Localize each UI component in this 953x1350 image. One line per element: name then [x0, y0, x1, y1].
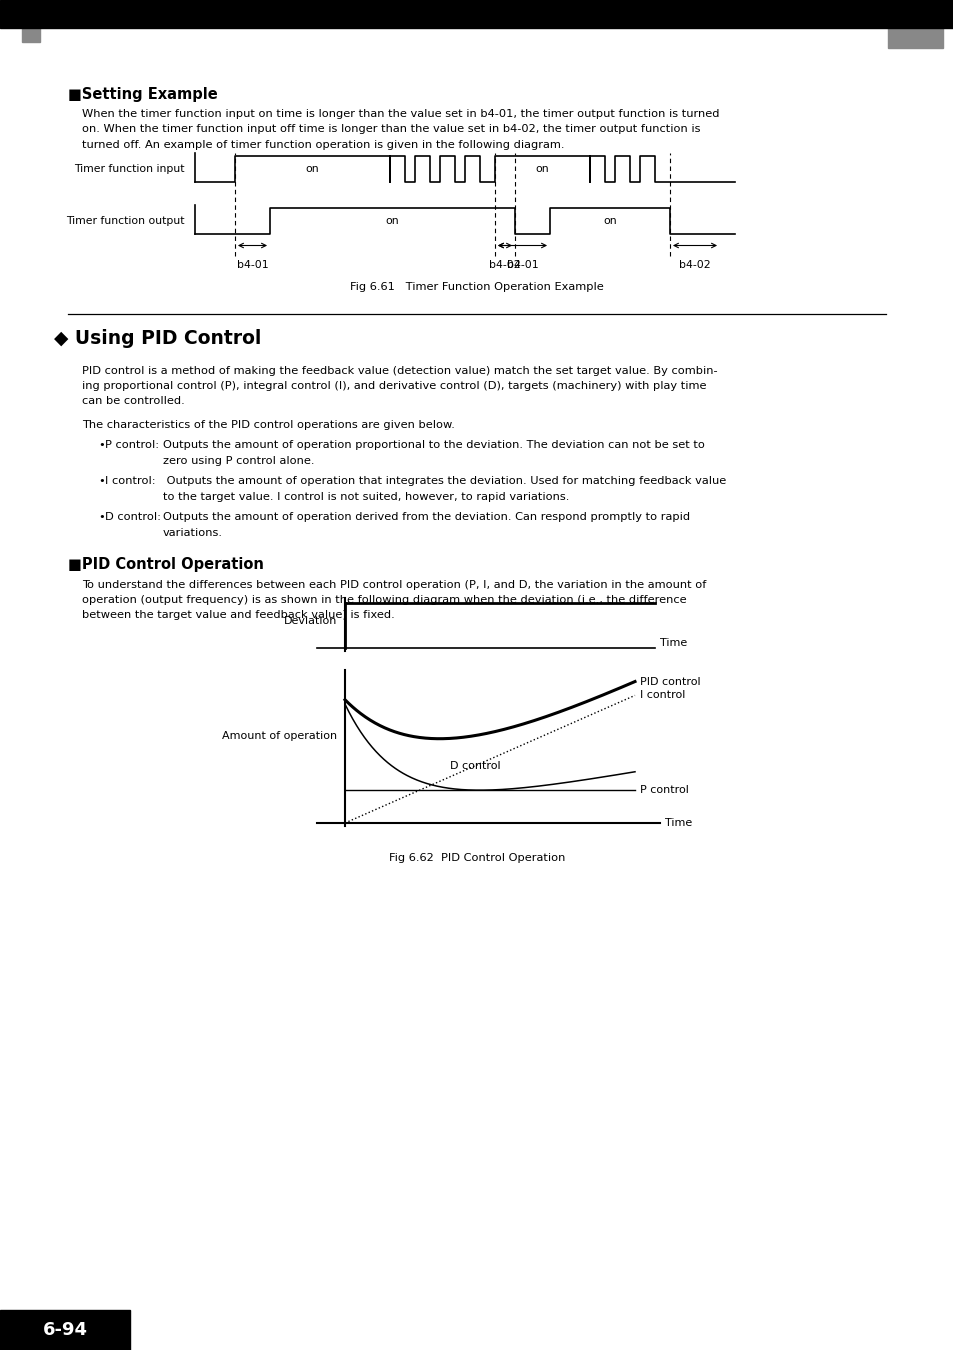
Text: P control: P control — [639, 784, 688, 795]
Text: Amount of operation: Amount of operation — [222, 730, 336, 741]
Text: variations.: variations. — [163, 528, 223, 539]
Text: PID control: PID control — [639, 676, 700, 687]
Text: on: on — [305, 163, 319, 174]
Text: P control:: P control: — [105, 440, 159, 451]
Text: PID control is a method of making the feedback value (detection value) match the: PID control is a method of making the fe… — [82, 366, 717, 375]
Text: to the target value. I control is not suited, however, to rapid variations.: to the target value. I control is not su… — [163, 491, 569, 502]
Text: b4-02: b4-02 — [489, 259, 520, 270]
Text: •: • — [98, 513, 105, 522]
Text: ing proportional control (P), integral control (I), and derivative control (D), : ing proportional control (P), integral c… — [82, 381, 706, 392]
Text: b4-02: b4-02 — [679, 259, 710, 270]
Text: Time: Time — [664, 818, 692, 828]
Text: Outputs the amount of operation proportional to the deviation. The deviation can: Outputs the amount of operation proporti… — [163, 440, 704, 451]
Text: Fig 6.61   Timer Function Operation Example: Fig 6.61 Timer Function Operation Exampl… — [350, 282, 603, 292]
Bar — [22, 16, 40, 42]
Text: D control: D control — [450, 761, 500, 771]
Text: Timer function output: Timer function output — [67, 216, 185, 225]
Text: zero using P control alone.: zero using P control alone. — [163, 456, 314, 466]
Text: Outputs the amount of operation derived from the deviation. Can respond promptly: Outputs the amount of operation derived … — [163, 513, 689, 522]
Bar — [0, 0, 953, 28]
Bar — [0, 1310, 130, 1350]
Text: Deviation: Deviation — [283, 616, 336, 626]
Text: ◆ Using PID Control: ◆ Using PID Control — [54, 329, 261, 348]
Text: •: • — [98, 440, 105, 451]
Text: on: on — [602, 216, 617, 225]
Text: I control: I control — [639, 690, 684, 701]
Text: turned off. An example of timer function operation is given in the following dia: turned off. An example of timer function… — [82, 140, 564, 150]
Text: 6-94: 6-94 — [43, 1322, 88, 1339]
Text: b4-01: b4-01 — [236, 259, 268, 270]
Text: b4-01: b4-01 — [506, 259, 537, 270]
Text: ■PID Control Operation: ■PID Control Operation — [68, 558, 264, 572]
Text: When the timer function input on time is longer than the value set in b4-01, the: When the timer function input on time is… — [82, 109, 719, 119]
Text: can be controlled.: can be controlled. — [82, 397, 185, 406]
Text: on. When the timer function input off time is longer than the value set in b4-02: on. When the timer function input off ti… — [82, 124, 700, 135]
Bar — [887, 0, 942, 49]
Text: between the target value and feedback value) is fixed.: between the target value and feedback va… — [82, 610, 395, 621]
Text: operation (output frequency) is as shown in the following diagram when the devia: operation (output frequency) is as shown… — [82, 595, 686, 605]
Text: •: • — [98, 477, 105, 486]
Text: D control:: D control: — [105, 513, 161, 522]
Text: To understand the differences between each PID control operation (P, I, and D, t: To understand the differences between ea… — [82, 579, 705, 590]
Text: ■Setting Example: ■Setting Example — [68, 86, 217, 103]
Text: Time: Time — [659, 639, 686, 648]
Text: Timer function input: Timer function input — [74, 163, 185, 174]
Text: Outputs the amount of operation that integrates the deviation. Used for matching: Outputs the amount of operation that int… — [163, 477, 725, 486]
Text: I control:: I control: — [105, 477, 155, 486]
Text: Fig 6.62  PID Control Operation: Fig 6.62 PID Control Operation — [389, 853, 564, 863]
Text: on: on — [385, 216, 399, 225]
Text: on: on — [536, 163, 549, 174]
Text: The characteristics of the PID control operations are given below.: The characteristics of the PID control o… — [82, 420, 455, 431]
